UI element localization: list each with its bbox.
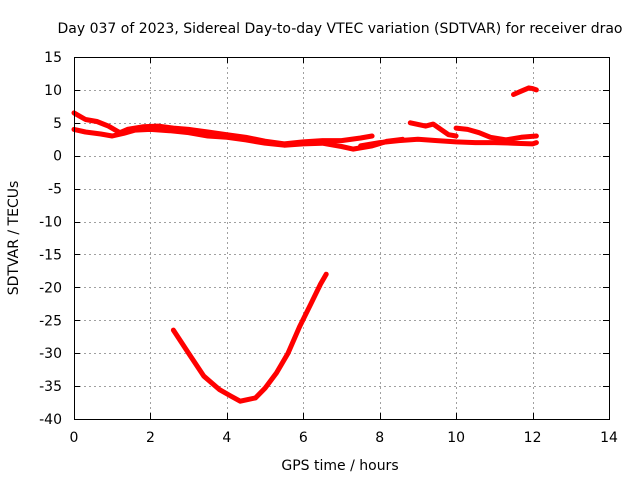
y-tick-label: -10 bbox=[39, 215, 62, 231]
y-tick-label: 5 bbox=[53, 116, 62, 132]
y-tick-label: 10 bbox=[44, 83, 62, 99]
y-tick-label: 0 bbox=[53, 149, 62, 165]
chart-title: Day 037 of 2023, Sidereal Day-to-day VTE… bbox=[57, 21, 622, 37]
x-tick-label: 12 bbox=[524, 430, 542, 446]
y-tick-label: -5 bbox=[48, 182, 62, 198]
y-tick-label: -30 bbox=[39, 346, 62, 362]
y-tick-label: 15 bbox=[44, 50, 62, 66]
series-layer bbox=[71, 85, 539, 404]
x-tick-label: 4 bbox=[222, 430, 231, 446]
y-tick-label: -20 bbox=[39, 280, 62, 296]
ticks: 0 2 4 6 8 10 12 14 -40 -35 -30 -25 -20 -15 -10 -5 0 5 10 15 bbox=[39, 50, 618, 446]
x-tick-label: 2 bbox=[146, 430, 155, 446]
grid bbox=[74, 57, 609, 419]
series-arc-late bbox=[511, 85, 539, 97]
y-tick-label: -25 bbox=[39, 313, 62, 329]
series-arc-dip bbox=[170, 271, 329, 404]
x-tick-label: 10 bbox=[447, 430, 465, 446]
x-axis-label: GPS time / hours bbox=[281, 458, 398, 474]
x-tick-label: 14 bbox=[600, 430, 618, 446]
x-tick-label: 0 bbox=[70, 430, 79, 446]
series-arc-hump bbox=[407, 120, 459, 139]
y-tick-label: -15 bbox=[39, 247, 62, 263]
plot-frame bbox=[74, 57, 610, 420]
y-tick-label: -35 bbox=[39, 379, 62, 395]
series-arc-lower bbox=[71, 126, 406, 152]
x-tick-label: 6 bbox=[299, 430, 308, 446]
x-tick-label: 8 bbox=[375, 430, 384, 446]
series-arc-hump-2 bbox=[453, 125, 539, 143]
series-arc-flat bbox=[358, 136, 539, 149]
y-axis-label: SDTVAR / TECUs bbox=[6, 181, 22, 296]
y-tick-label: -40 bbox=[39, 412, 62, 428]
